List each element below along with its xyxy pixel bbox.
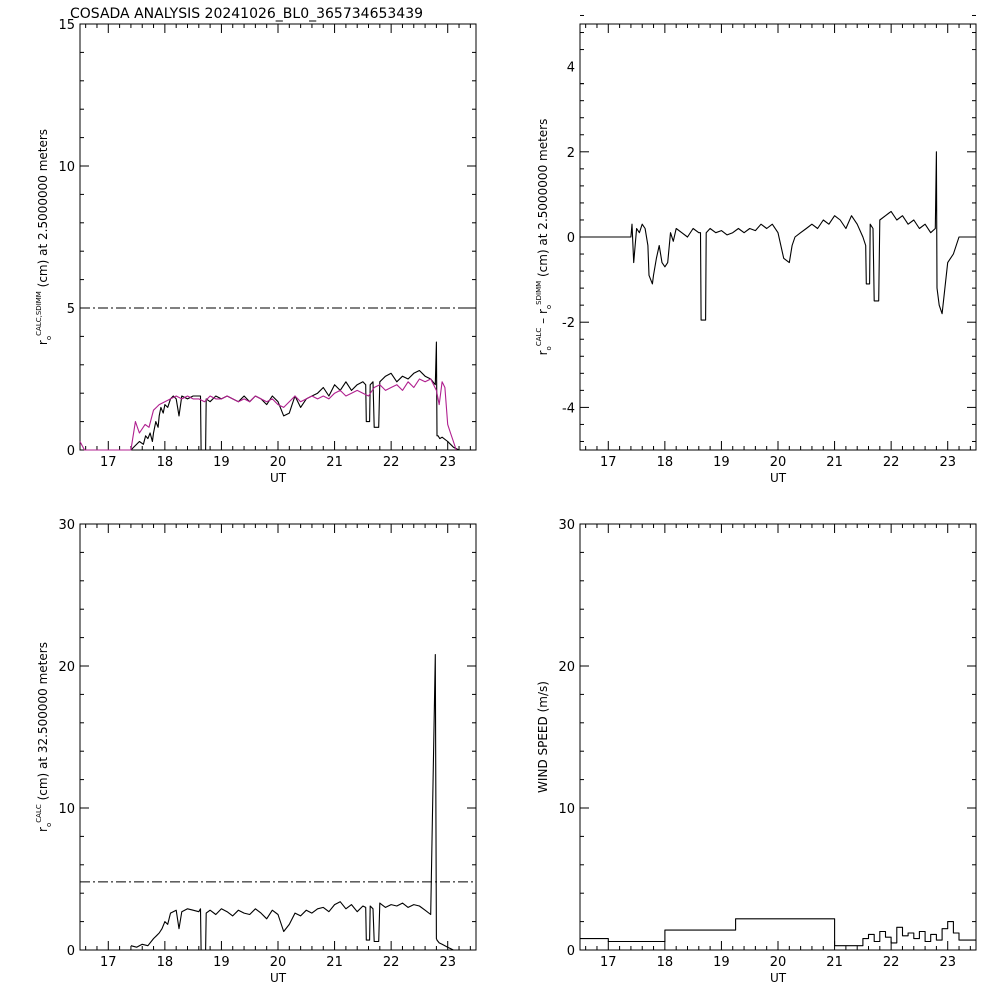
panel-top-right: 17 18 19 20 21 22 23 -4 -2 0 2 4 UT roCALC – roSDIMM … [535,14,977,485]
plot-frame [79,523,477,951]
y-tick-label: -2 [562,316,575,331]
y-tick-label: 10 [558,802,575,817]
x-tick-label: 20 [770,455,787,470]
x-tick-label: 18 [657,455,674,470]
y-axis-ticks [580,523,976,951]
chart-title: COSADA ANALYSIS 20241026_BL0_36573465343… [70,6,423,22]
y-axis-ticks [80,23,476,451]
series-line-0 [130,654,454,951]
y-axis-label: roCALC,SDIMM (cm) at 2.5000000 meters [35,129,53,345]
y-tick-label: 20 [558,660,575,675]
y-tick-label: 2 [567,146,575,161]
x-tick-label: 21 [826,955,843,970]
x-tick-label: 19 [213,955,230,970]
x-tick-label: 23 [939,955,956,970]
x-axis-label: UT [270,971,287,985]
x-tick-label: 22 [383,455,400,470]
x-tick-label: 18 [657,955,674,970]
x-tick-label: 18 [157,455,174,470]
y-axis-label: WIND SPEED (m/s) [536,681,550,793]
x-axis-ticks [85,524,471,950]
x-tick-label: 20 [270,955,287,970]
panel-bottom-left: 17 18 19 20 21 22 23 0 10 20 30 UT roCALC (cm) at 32… [35,518,477,985]
y-tick-label: 0 [67,444,75,459]
y-tick-label: 0 [67,944,75,959]
plot-frame [79,23,477,451]
y-tick-label: 10 [58,160,75,175]
x-tick-label: 18 [157,955,174,970]
x-tick-label: 19 [713,955,730,970]
series-line-0 [130,341,460,451]
series-line-0 [580,151,976,321]
y-axis-label: roCALC (cm) at 32.500000 meters [35,642,53,832]
x-tick-label: 22 [883,455,900,470]
y-axis-ticks [80,523,476,951]
x-tick-label: 23 [439,955,456,970]
y-tick-label: 30 [558,518,575,533]
x-axis-ticks [85,24,471,450]
x-tick-label: 23 [939,455,956,470]
x-tick-label: 21 [326,955,343,970]
y-tick-label: 20 [58,660,75,675]
x-tick-label: 20 [270,455,287,470]
x-tick-label: 22 [883,955,900,970]
x-axis-ticks [585,24,971,450]
x-tick-label: 17 [600,955,617,970]
x-axis-label: UT [770,971,787,985]
x-axis-label: UT [770,471,787,485]
y-tick-label: 10 [58,802,75,817]
y-tick-label: 0 [567,944,575,959]
y-axis-ticks [580,14,976,442]
x-tick-label: 21 [826,455,843,470]
y-tick-label: -4 [562,401,575,416]
x-tick-label: 19 [213,455,230,470]
panel-top-left: 17 18 19 20 21 22 23 0 5 10 15 UT roCALC,SDIMM (cm) … [35,18,477,485]
x-tick-label: 17 [600,455,617,470]
panel-bottom-right: 17 18 19 20 21 22 23 0 10 20 30 UT WIND SPEED (m/s) [536,518,977,985]
x-tick-label: 20 [770,955,787,970]
plot-frame [579,523,977,951]
series-line-1 [79,378,457,451]
y-tick-label: 4 [567,61,575,76]
x-axis-label: UT [270,471,287,485]
x-tick-label: 23 [439,455,456,470]
x-tick-label: 17 [100,955,117,970]
x-axis-ticks [585,524,971,950]
y-tick-label: 30 [58,518,75,533]
x-tick-label: 21 [326,455,343,470]
x-tick-label: 22 [383,955,400,970]
plot-frame [579,23,977,451]
y-tick-label: 15 [58,18,75,33]
y-axis-label: roCALC – roSDIMM (cm) at 2.5000000 meter… [535,119,553,356]
y-tick-label: 5 [67,302,75,317]
x-tick-label: 19 [713,455,730,470]
x-tick-label: 17 [100,455,117,470]
y-tick-label: 0 [567,231,575,246]
series-line-0 [580,918,976,947]
